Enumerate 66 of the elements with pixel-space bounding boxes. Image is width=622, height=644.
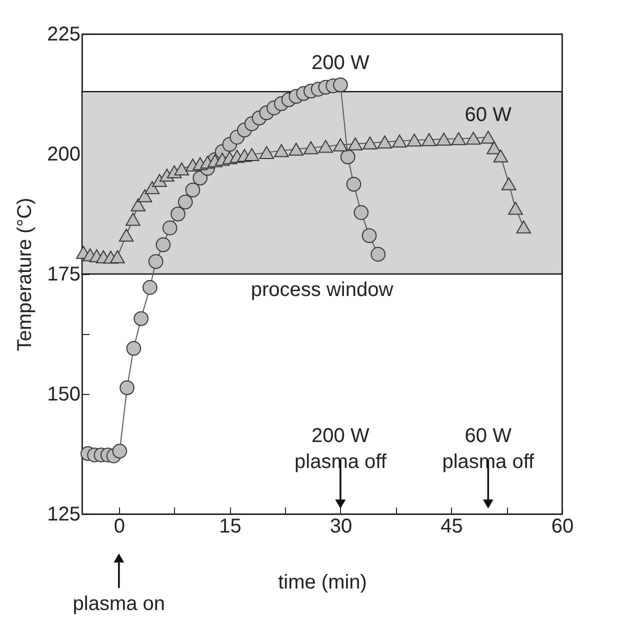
point <box>144 181 160 194</box>
x-tick-label: 0 <box>114 516 125 538</box>
point <box>377 136 392 148</box>
point <box>362 136 378 150</box>
point <box>152 174 167 187</box>
point <box>354 205 369 220</box>
point <box>156 237 171 252</box>
point <box>178 194 193 210</box>
x-tick-label: 45 <box>440 516 463 538</box>
point <box>508 202 523 215</box>
y-tick-label: 225 <box>47 24 80 46</box>
x-axis-title: time (min) <box>278 572 367 594</box>
ref-line-label: 60 W plasma off <box>442 425 535 473</box>
point <box>362 228 377 243</box>
point <box>259 146 274 160</box>
point <box>142 280 158 295</box>
band-label: process window <box>250 279 394 301</box>
point <box>130 198 146 212</box>
point <box>120 380 134 396</box>
y-tick-label: 125 <box>47 504 80 526</box>
point <box>493 149 508 162</box>
point <box>501 177 516 190</box>
point <box>110 250 125 264</box>
point <box>333 138 348 152</box>
point <box>174 162 190 176</box>
point <box>304 141 318 154</box>
x-tick-label: 30 <box>330 516 352 538</box>
point <box>170 206 186 222</box>
point <box>126 341 142 356</box>
x-tick-label: 60 <box>551 516 574 538</box>
series-label: 200 W <box>312 52 370 74</box>
point <box>392 134 407 148</box>
point <box>126 212 140 226</box>
series-label: 60 W <box>464 104 512 126</box>
point <box>466 132 481 145</box>
point <box>370 246 386 262</box>
point <box>288 142 304 156</box>
x-tick-label: 15 <box>219 516 242 538</box>
y-tick-label: 175 <box>47 264 80 286</box>
point <box>274 144 289 158</box>
point <box>451 132 466 146</box>
point <box>516 220 531 234</box>
y-axis-title: Temperature (°C) <box>14 198 36 352</box>
point <box>134 311 148 326</box>
point <box>333 78 348 92</box>
point <box>422 133 436 146</box>
point <box>148 254 164 269</box>
point <box>192 170 208 186</box>
point <box>162 220 178 236</box>
point <box>118 228 134 242</box>
point <box>112 444 128 458</box>
point <box>436 132 452 146</box>
point <box>346 176 362 192</box>
point <box>486 141 502 154</box>
point <box>340 150 356 164</box>
y-tick-label: 200 <box>47 144 80 166</box>
ref-line-label: 200 W plasma off <box>294 425 387 473</box>
point <box>480 130 496 144</box>
point <box>137 189 152 202</box>
point <box>244 148 260 161</box>
ref-line-label: plasma on <box>72 593 166 615</box>
point <box>406 134 422 147</box>
point <box>318 140 334 153</box>
point <box>348 137 363 150</box>
point <box>185 182 200 198</box>
y-tick-label: 150 <box>47 384 80 406</box>
